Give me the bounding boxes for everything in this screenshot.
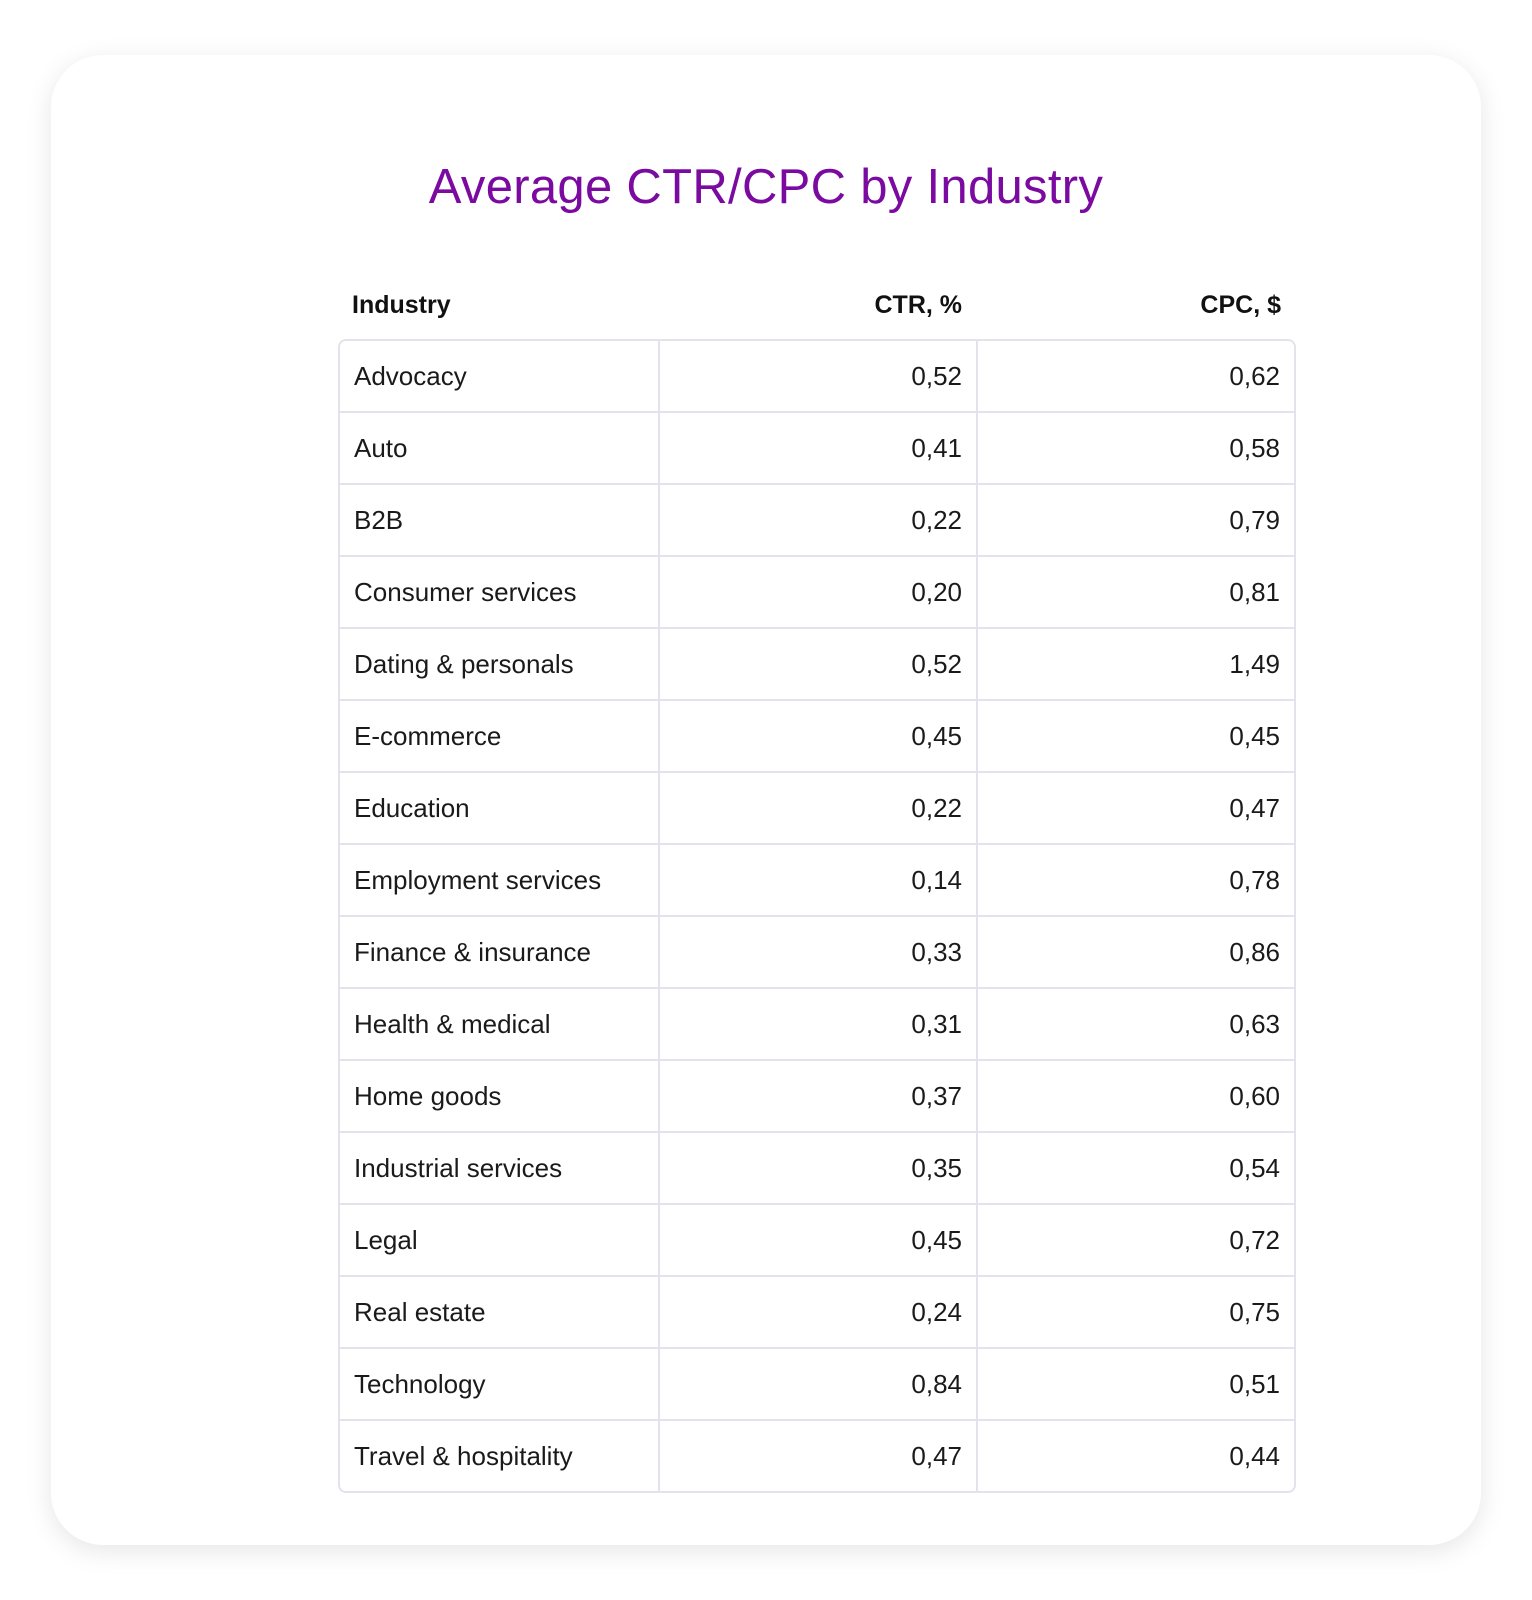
cell-industry: Education bbox=[354, 792, 470, 823]
cell-ctr: 0,52 bbox=[658, 629, 976, 699]
cell-cpc: 0,44 bbox=[976, 1421, 1294, 1491]
cell-cpc: 1,49 bbox=[976, 629, 1294, 699]
cell-industry: Industrial services bbox=[354, 1152, 563, 1183]
table-row: Industrial services 0,35 0,54 bbox=[340, 1131, 1294, 1203]
cell-cpc: 0,63 bbox=[976, 989, 1294, 1059]
cell-cpc: 0,45 bbox=[976, 701, 1294, 771]
cell-cpc: 0,78 bbox=[976, 845, 1294, 915]
table-row: Finance & insurance 0,33 0,86 bbox=[340, 915, 1294, 987]
data-table: Advocacy 0,52 0,62 Auto 0,41 0,58 B2B 0,22 0,79 C… bbox=[338, 339, 1296, 1493]
cell-industry: Consumer services bbox=[354, 576, 577, 607]
cell-cpc: 0,72 bbox=[976, 1205, 1294, 1275]
cell-ctr: 0,52 bbox=[658, 341, 976, 411]
header-industry: Industry bbox=[352, 291, 451, 319]
cell-cpc: 0,75 bbox=[976, 1277, 1294, 1347]
cell-industry: Health & medical bbox=[354, 1008, 551, 1039]
cell-ctr: 0,22 bbox=[658, 773, 976, 843]
cell-industry: Employment services bbox=[354, 864, 602, 895]
table-row: Travel & hospitality 0,47 0,44 bbox=[340, 1419, 1294, 1491]
cell-cpc: 0,79 bbox=[976, 485, 1294, 555]
table-row: E-commerce 0,45 0,45 bbox=[340, 699, 1294, 771]
cell-cpc: 0,47 bbox=[976, 773, 1294, 843]
cell-ctr: 0,20 bbox=[658, 557, 976, 627]
cell-ctr: 0,22 bbox=[658, 485, 976, 555]
cell-ctr: 0,14 bbox=[658, 845, 976, 915]
header-ctr: CTR, % bbox=[874, 291, 963, 319]
cell-industry: Technology bbox=[354, 1368, 486, 1399]
cell-industry: Legal bbox=[354, 1224, 418, 1255]
cell-ctr: 0,47 bbox=[658, 1421, 976, 1491]
header-cpc: CPC, $ bbox=[1200, 291, 1281, 319]
cell-cpc: 0,62 bbox=[976, 341, 1294, 411]
cell-cpc: 0,81 bbox=[976, 557, 1294, 627]
cell-cpc: 0,60 bbox=[976, 1061, 1294, 1131]
cell-industry: Dating & personals bbox=[354, 648, 574, 679]
page-title: Average CTR/CPC by Industry bbox=[428, 160, 1104, 214]
cell-industry: Home goods bbox=[354, 1080, 502, 1111]
cell-cpc: 0,58 bbox=[976, 413, 1294, 483]
cell-industry: Auto bbox=[354, 432, 408, 463]
cell-industry: Real estate bbox=[354, 1296, 486, 1327]
cell-ctr: 0,45 bbox=[658, 701, 976, 771]
table-row: Auto 0,41 0,58 bbox=[340, 411, 1294, 483]
table-row: Home goods 0,37 0,60 bbox=[340, 1059, 1294, 1131]
cell-cpc: 0,54 bbox=[976, 1133, 1294, 1203]
cell-ctr: 0,35 bbox=[658, 1133, 976, 1203]
cell-ctr: 0,31 bbox=[658, 989, 976, 1059]
table-row: Education 0,22 0,47 bbox=[340, 771, 1294, 843]
table-row: Consumer services 0,20 0,81 bbox=[340, 555, 1294, 627]
card: Average CTR/CPC by Industry Industry CTR… bbox=[51, 55, 1481, 1545]
table-row: Advocacy 0,52 0,62 bbox=[340, 341, 1294, 411]
table-row: B2B 0,22 0,79 bbox=[340, 483, 1294, 555]
cell-industry: Travel & hospitality bbox=[354, 1440, 573, 1471]
cell-ctr: 0,41 bbox=[658, 413, 976, 483]
cell-ctr: 0,84 bbox=[658, 1349, 976, 1419]
table-header: Industry CTR, % CPC, $ bbox=[338, 285, 1296, 325]
cell-industry: E-commerce bbox=[354, 720, 502, 751]
cell-ctr: 0,45 bbox=[658, 1205, 976, 1275]
table-row: Real estate 0,24 0,75 bbox=[340, 1275, 1294, 1347]
table-row: Employment services 0,14 0,78 bbox=[340, 843, 1294, 915]
cell-ctr: 0,37 bbox=[658, 1061, 976, 1131]
table-row: Legal 0,45 0,72 bbox=[340, 1203, 1294, 1275]
cell-industry: Advocacy bbox=[354, 360, 467, 391]
cell-ctr: 0,33 bbox=[658, 917, 976, 987]
table-row: Technology 0,84 0,51 bbox=[340, 1347, 1294, 1419]
cell-ctr: 0,24 bbox=[658, 1277, 976, 1347]
cell-cpc: 0,86 bbox=[976, 917, 1294, 987]
table-row: Health & medical 0,31 0,63 bbox=[340, 987, 1294, 1059]
table-row: Dating & personals 0,52 1,49 bbox=[340, 627, 1294, 699]
cell-cpc: 0,51 bbox=[976, 1349, 1294, 1419]
cell-industry: Finance & insurance bbox=[354, 936, 592, 967]
cell-industry: B2B bbox=[354, 504, 404, 535]
